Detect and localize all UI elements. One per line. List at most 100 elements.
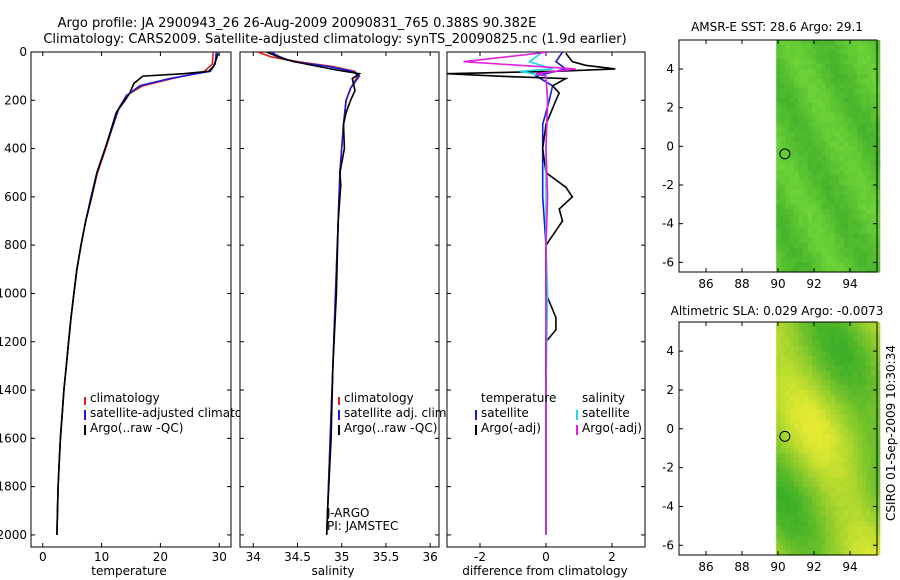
heatmap-cell — [816, 404, 822, 410]
sla-map-panel: Altimetric SLA: 0.029 Argo: -0.0073 86 88… — [662, 304, 883, 574]
heatmap-cell — [812, 83, 818, 89]
heatmap-cell — [866, 331, 872, 338]
heatmap-cell — [843, 122, 849, 128]
heatmap-cell — [807, 394, 813, 401]
heatmap-cell — [830, 49, 836, 56]
heatmap-cell — [789, 506, 795, 512]
heatmap-cell — [789, 262, 795, 268]
heatmap-cell — [780, 44, 786, 51]
heatmap-cell — [834, 375, 840, 381]
heatmap-cell — [794, 365, 800, 372]
heatmap-cell — [848, 170, 854, 176]
heatmap-cell — [816, 380, 822, 386]
heatmap-cell — [785, 511, 791, 517]
heatmap-cell — [875, 117, 881, 123]
heatmap-cell — [825, 370, 831, 376]
heatmap-cell — [825, 433, 831, 440]
heatmap-cell — [798, 482, 804, 488]
heatmap-cell — [848, 44, 854, 51]
heatmap-cell — [875, 423, 881, 430]
heatmap-cell — [789, 218, 795, 225]
heatmap-cell — [776, 257, 782, 263]
heatmap-cell — [852, 93, 858, 99]
heatmap-cell — [861, 44, 867, 51]
heatmap-cell — [803, 136, 809, 143]
heatmap-cell — [776, 218, 782, 225]
heatmap-cell — [861, 375, 867, 381]
heatmap-cell — [807, 262, 813, 268]
heatmap-cell — [780, 214, 786, 220]
heatmap-cell — [794, 322, 800, 328]
heatmap-cell — [848, 336, 854, 343]
heatmap-cell — [870, 331, 876, 338]
heatmap-cell — [839, 247, 845, 254]
heatmap-cell — [785, 102, 791, 109]
heatmap-cell — [798, 375, 804, 381]
heatmap-cell — [834, 83, 840, 89]
heatmap-cell — [794, 107, 800, 114]
heatmap-cell — [866, 375, 872, 381]
heatmap-cell — [852, 165, 858, 172]
heatmap-cell — [776, 336, 782, 343]
heatmap-cell — [852, 44, 858, 51]
heatmap-cell — [861, 49, 867, 56]
heatmap-cell — [875, 59, 881, 65]
heatmap-cell — [852, 433, 858, 440]
heatmap-cell — [789, 482, 795, 488]
heatmap-cell — [839, 199, 845, 205]
heatmap-cell — [812, 516, 818, 522]
heatmap-cell — [789, 370, 795, 376]
heatmap-cell — [780, 540, 786, 546]
heatmap-cell — [830, 238, 836, 244]
heatmap-cell — [794, 326, 800, 333]
heatmap-cell — [798, 233, 804, 239]
heatmap-cell — [848, 83, 854, 89]
heatmap-cell — [875, 185, 881, 191]
heatmap-cell — [798, 404, 804, 410]
heatmap-cell — [825, 83, 831, 89]
heatmap-cell — [780, 482, 786, 488]
heatmap-cell — [830, 525, 836, 532]
heatmap-cell — [852, 453, 858, 459]
heatmap-cell — [848, 136, 854, 143]
heatmap-cell — [848, 165, 854, 172]
heatmap-cell — [794, 423, 800, 430]
heatmap-cell — [839, 54, 845, 60]
heatmap-cell — [875, 482, 881, 488]
heatmap-cell — [776, 404, 782, 410]
heatmap-cell — [821, 257, 827, 263]
heatmap-cell — [798, 385, 804, 391]
heatmap-cell — [857, 341, 863, 347]
heatmap-cell — [794, 414, 800, 420]
heatmap-cell — [816, 252, 822, 259]
heatmap-cell — [834, 511, 840, 517]
heatmap-cell — [821, 127, 827, 133]
heatmap-cell — [861, 336, 867, 343]
heatmap-cell — [785, 117, 791, 123]
heatmap-cell — [875, 341, 881, 347]
heatmap-cell — [866, 127, 872, 133]
heatmap-cell — [812, 160, 818, 167]
heatmap-cell — [866, 535, 872, 542]
heatmap-cell — [839, 252, 845, 259]
heatmap-cell — [875, 228, 881, 234]
heatmap-cell — [789, 156, 795, 162]
y-tick-label: 1200 — [0, 335, 27, 349]
heatmap-cell — [780, 194, 786, 201]
heatmap-cell — [812, 428, 818, 435]
heatmap-cell — [830, 233, 836, 239]
heatmap-cell — [852, 385, 858, 391]
heatmap-cell — [803, 112, 809, 118]
heatmap-cell — [794, 64, 800, 70]
heatmap-cell — [830, 44, 836, 51]
heatmap-cell — [816, 496, 822, 503]
heatmap-cell — [870, 399, 876, 406]
heatmap-cell — [798, 228, 804, 234]
heatmap-cell — [830, 131, 836, 138]
heatmap-cell — [798, 322, 804, 328]
heatmap-cell — [816, 360, 822, 367]
heatmap-cell — [798, 243, 804, 249]
heatmap-cell — [825, 351, 831, 357]
heatmap-cell — [866, 423, 872, 430]
heatmap-cell — [848, 262, 854, 268]
